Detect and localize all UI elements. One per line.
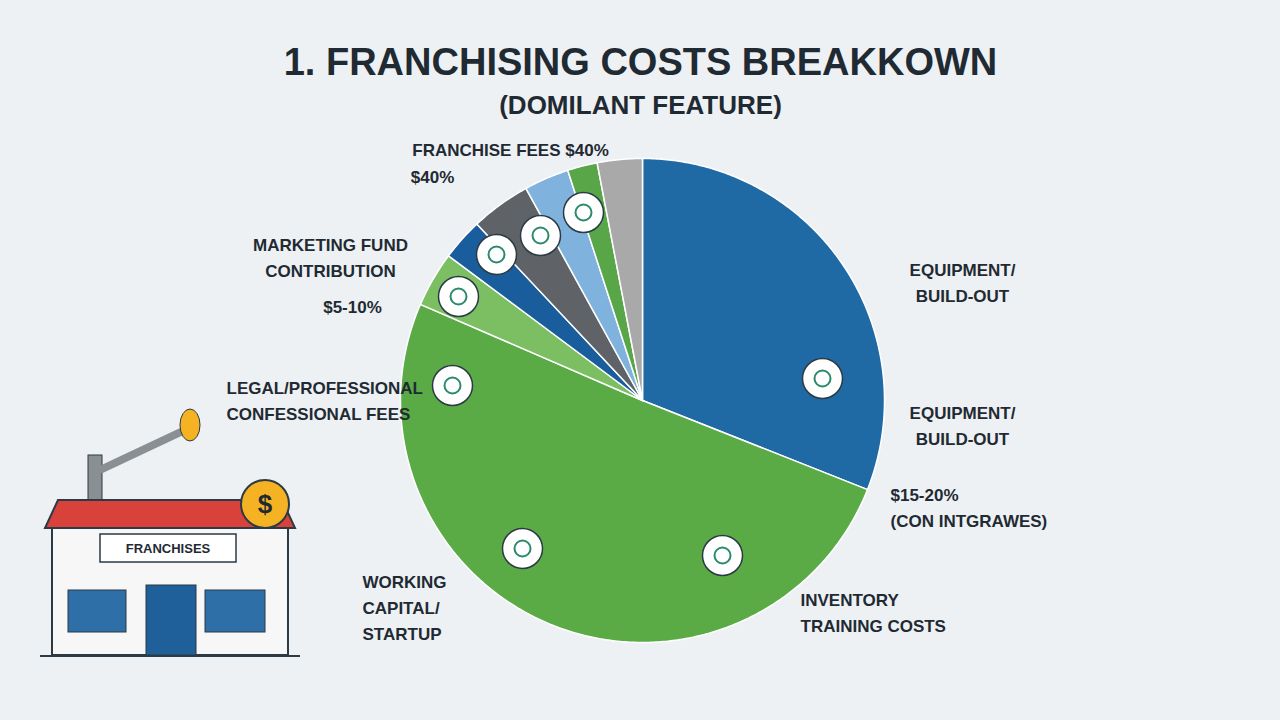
svg-text:LEGAL/PROFESSIONAL: LEGAL/PROFESSIONAL xyxy=(227,379,423,398)
svg-text:EQUIPMENT/: EQUIPMENT/ xyxy=(910,261,1016,280)
svg-text:TRAINING COSTS: TRAINING COSTS xyxy=(801,617,946,636)
svg-text:FRANCHISES: FRANCHISES xyxy=(126,541,211,556)
svg-text:$40%: $40% xyxy=(411,168,454,187)
svg-text:CONTRIBUTION: CONTRIBUTION xyxy=(265,262,395,281)
svg-text:INVENTORY: INVENTORY xyxy=(801,591,900,610)
svg-text:WORKING: WORKING xyxy=(363,573,447,592)
svg-text:$5-10%: $5-10% xyxy=(323,298,382,317)
svg-text:CONFESSIONAL FEES: CONFESSIONAL FEES xyxy=(227,405,411,424)
svg-text:STARTUP: STARTUP xyxy=(363,625,442,644)
svg-text:BUILD-OUT: BUILD-OUT xyxy=(916,430,1010,449)
svg-text:$: $ xyxy=(258,489,273,519)
svg-text:(CON INTGRAWES): (CON INTGRAWES) xyxy=(891,512,1048,531)
svg-text:MARKETING FUND: MARKETING FUND xyxy=(253,236,408,255)
svg-text:CAPITAL/: CAPITAL/ xyxy=(363,599,440,618)
svg-text:FRANCHISE FEES $40%: FRANCHISE FEES $40% xyxy=(412,141,609,160)
svg-text:EQUIPMENT/: EQUIPMENT/ xyxy=(910,404,1016,423)
svg-text:1. FRANCHISING COSTS BREAKKOWN: 1. FRANCHISING COSTS BREAKKOWN xyxy=(284,41,998,83)
svg-text:BUILD-OUT: BUILD-OUT xyxy=(916,287,1010,306)
svg-text:$15-20%: $15-20% xyxy=(891,486,959,505)
svg-text:(DOMILANT FEATURE): (DOMILANT FEATURE) xyxy=(499,90,782,120)
